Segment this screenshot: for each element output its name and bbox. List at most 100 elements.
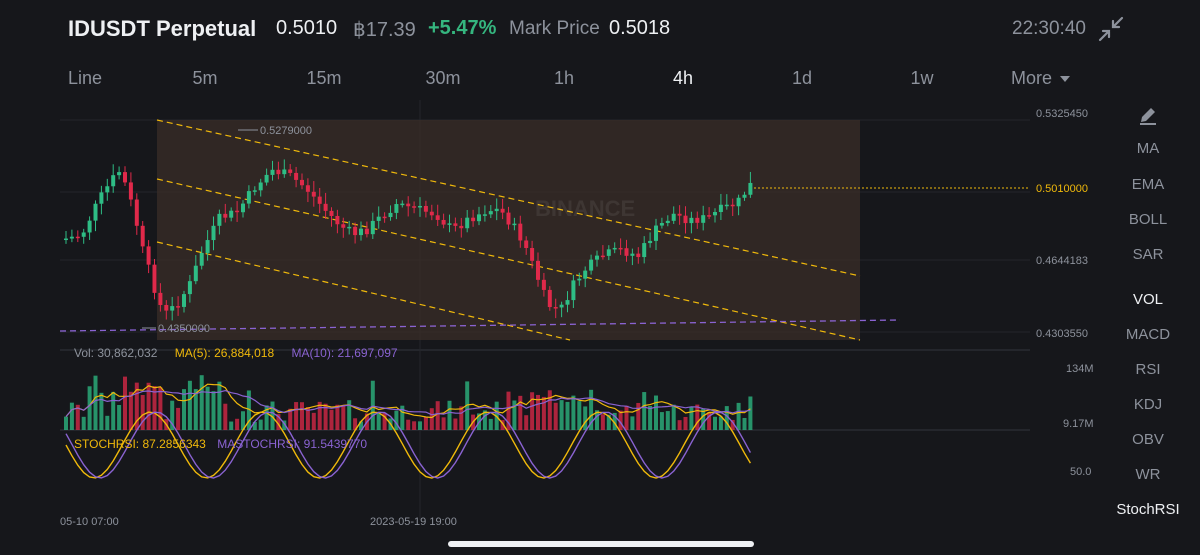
volume-bar (595, 410, 599, 430)
volume-bar (683, 416, 688, 430)
volume-bar (258, 419, 263, 430)
candle-body (459, 225, 464, 229)
candle-body (412, 206, 417, 208)
indicator-kdj[interactable]: KDJ (1133, 396, 1163, 413)
volume-bar (713, 416, 717, 430)
candle-body (423, 205, 428, 212)
indicator-obv[interactable]: OBV (1132, 431, 1164, 448)
candle-body (252, 190, 257, 192)
candle-body (364, 228, 369, 235)
volume-bar (75, 404, 80, 430)
volume-bars (64, 375, 753, 430)
volume-bar (447, 400, 452, 430)
price-change: +5.47% (428, 17, 497, 39)
pencil-icon[interactable] (1137, 104, 1159, 126)
volume-bar (500, 420, 505, 430)
volume-bar (317, 401, 322, 430)
price-axis-label: 0.5325450 (1036, 108, 1088, 120)
volume-axis-bottom: 9.17M (1063, 418, 1094, 430)
tab-4h[interactable]: 4h (672, 68, 694, 88)
volume-bar (600, 414, 605, 430)
candle-body (111, 175, 116, 187)
tab-1w[interactable]: 1w (910, 68, 934, 88)
candle-body (453, 223, 458, 226)
tab-line[interactable]: Line (67, 68, 103, 88)
candle-body (659, 223, 664, 226)
indicator-macd[interactable]: MACD (1125, 326, 1171, 343)
volume-bar (423, 416, 428, 430)
candles (64, 159, 753, 321)
candle-body (223, 213, 228, 218)
candle-body (276, 169, 281, 175)
candle-body (441, 219, 446, 225)
volume-bar (117, 404, 122, 430)
volume-bar (736, 402, 741, 430)
candle-body (205, 240, 210, 253)
collapse-arrows-icon[interactable] (1098, 16, 1124, 42)
indicator-stochrsi[interactable]: StochRSI (1116, 501, 1180, 518)
volume-bar (64, 416, 68, 430)
home-indicator[interactable] (448, 541, 754, 547)
clock-time: 22:30:40 (1012, 18, 1086, 39)
volume-bar (748, 396, 753, 430)
tab-15m[interactable]: 15m (306, 68, 342, 88)
btc-price: ฿17.39 (353, 19, 416, 41)
candle-body (630, 253, 635, 256)
volume-bar (630, 416, 635, 430)
volume-bar (353, 418, 358, 430)
volume-bar (158, 387, 163, 430)
candle-body (600, 255, 605, 258)
candle-body (329, 210, 334, 216)
volume-bar (105, 415, 110, 430)
candle-body (317, 196, 322, 204)
candle-body (187, 281, 192, 295)
tab-1h[interactable]: 1h (553, 68, 575, 88)
candle-body (677, 213, 682, 216)
candle-body (64, 238, 68, 241)
volume-bar (229, 421, 234, 430)
indicator-ema[interactable]: EMA (1131, 176, 1165, 193)
volume-bar (677, 420, 682, 430)
candle-body (353, 226, 358, 236)
indicator-boll[interactable]: BOLL (1128, 211, 1168, 228)
tab-1d[interactable]: 1d (791, 68, 813, 88)
indicator-vol[interactable]: VOL (1132, 291, 1163, 308)
candle-body (683, 215, 688, 224)
volume-bar (671, 404, 676, 430)
indicator-panel: MA EMA BOLL SAR VOL MACD RSI KDJ OBV WR … (1110, 100, 1200, 555)
symbol-title[interactable]: IDUSDT Perpetual (68, 16, 257, 41)
volume-bar (536, 394, 540, 430)
volume-legend: Vol: 30,862,032 MA(5): 26,884,018 MA(10)… (74, 346, 412, 360)
indicator-sar[interactable]: SAR (1132, 246, 1164, 263)
volume-bar (553, 402, 558, 430)
candle-body (642, 243, 647, 258)
price-axis-label: 0.4303550 (1036, 328, 1088, 340)
indicator-rsi[interactable]: RSI (1135, 361, 1161, 378)
candle-body (394, 204, 399, 213)
indicator-ma[interactable]: MA (1136, 140, 1160, 157)
candle-body (701, 215, 706, 223)
mastochrsi-line (65, 411, 752, 479)
channel-box (157, 120, 860, 340)
volume-bar (512, 400, 517, 430)
more-label: More (1011, 68, 1053, 88)
candle-body (618, 247, 623, 250)
candle-body (465, 217, 470, 229)
volume-axis-top: 134M (1066, 363, 1094, 375)
volume-bar (99, 392, 104, 430)
tab-5m[interactable]: 5m (192, 68, 218, 88)
candle-body (553, 307, 558, 309)
tab-more[interactable]: More (1011, 68, 1071, 89)
volume-bar (530, 392, 535, 430)
price-chart[interactable]: BINANCE 0.5279000 0.4350000 0.5325450 0.… (0, 100, 1110, 530)
candle-body (264, 174, 269, 183)
candle-body (435, 215, 440, 220)
volume-bar (370, 380, 375, 430)
tab-30m[interactable]: 30m (425, 68, 461, 88)
volume-bar (264, 405, 269, 430)
volume-bar (518, 395, 523, 430)
indicator-wr[interactable]: WR (1135, 466, 1161, 483)
candle-body (288, 169, 293, 173)
volume-bar (123, 376, 127, 430)
volume-bar (689, 406, 694, 430)
